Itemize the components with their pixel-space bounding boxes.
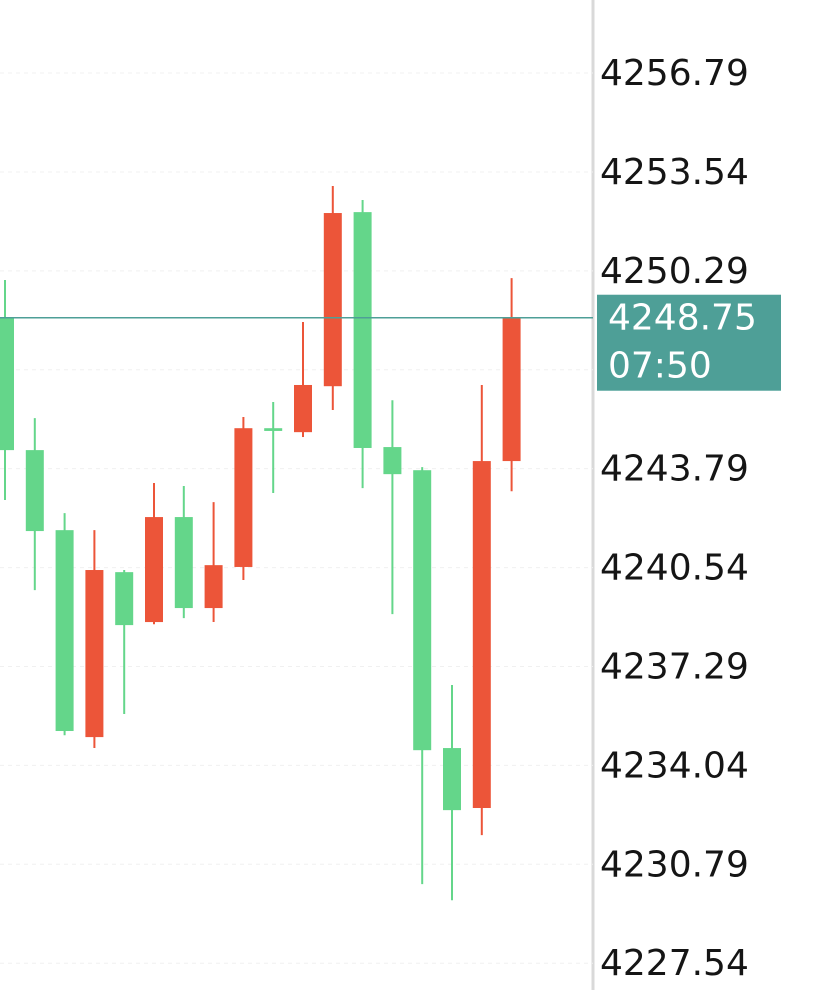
candle-body — [174, 517, 193, 609]
candle-body — [0, 318, 14, 451]
y-tick-label: 4240.54 — [600, 548, 749, 589]
candle-body — [294, 384, 312, 433]
candle-body — [383, 447, 402, 475]
candle-body — [443, 748, 461, 811]
candle-body — [413, 470, 432, 751]
last-price-label: 4248.75 — [608, 298, 757, 339]
candle-body — [115, 572, 134, 626]
candle-body — [85, 570, 104, 738]
candle-body — [353, 212, 372, 448]
y-tick-label: 4237.29 — [600, 646, 749, 687]
candle-body — [472, 461, 491, 809]
candle-body — [323, 213, 342, 387]
last-price-tag — [597, 294, 781, 391]
y-tick-label: 4227.54 — [600, 943, 749, 984]
candle-body — [502, 317, 521, 462]
y-tick-label: 4250.29 — [600, 251, 749, 292]
last-price-time: 07:50 — [608, 346, 712, 387]
y-tick-label: 4243.79 — [600, 449, 749, 490]
candle-body — [145, 517, 163, 623]
y-tick-label: 4234.04 — [600, 745, 749, 786]
candle-body — [204, 565, 223, 609]
candle-body — [25, 450, 44, 532]
y-tick-label: 4230.79 — [600, 844, 749, 885]
candle-body — [264, 428, 283, 431]
candle-body — [234, 428, 253, 567]
y-tick-label: 4256.79 — [600, 53, 749, 94]
candle-body — [55, 530, 74, 732]
y-tick-label: 4253.54 — [600, 152, 749, 193]
